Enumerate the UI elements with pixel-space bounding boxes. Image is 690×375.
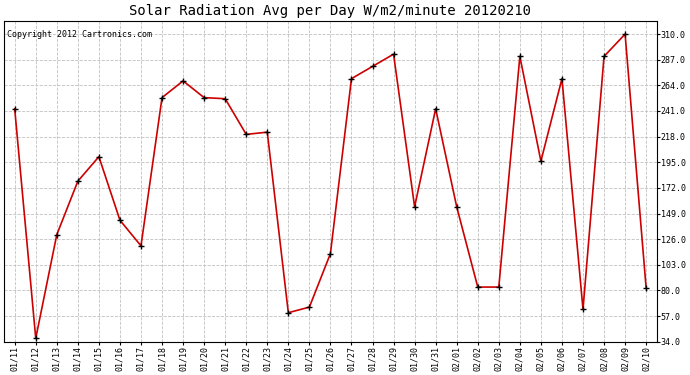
Title: Solar Radiation Avg per Day W/m2/minute 20120210: Solar Radiation Avg per Day W/m2/minute …	[130, 4, 531, 18]
Text: Copyright 2012 Cartronics.com: Copyright 2012 Cartronics.com	[8, 30, 152, 39]
